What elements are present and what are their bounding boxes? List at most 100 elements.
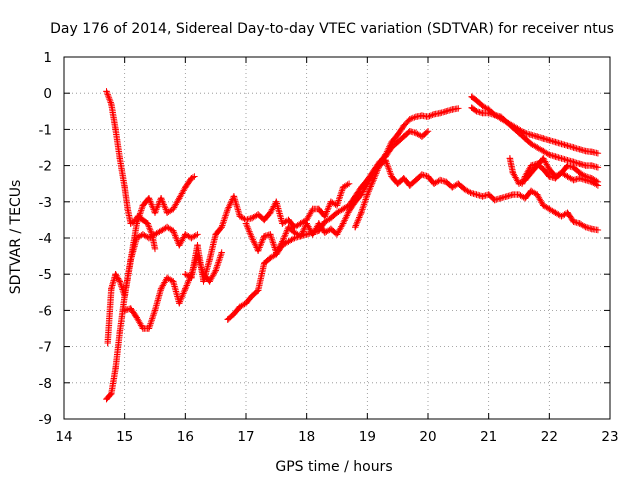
data-point [182, 184, 189, 191]
data-point [576, 220, 583, 227]
data-point [285, 238, 292, 245]
x-tick-label: 19 [359, 429, 376, 445]
data-point [564, 173, 571, 180]
data-point [112, 365, 119, 372]
data-point [503, 193, 511, 200]
data-point [406, 128, 413, 135]
data-point [588, 225, 595, 233]
data-point [485, 191, 492, 198]
data-point [424, 173, 432, 180]
data-point [594, 150, 602, 157]
data-point [534, 191, 541, 198]
data-point [309, 231, 316, 238]
data-point [521, 173, 529, 180]
series-arc-12 [518, 160, 602, 187]
data-point [248, 214, 256, 222]
data-point [116, 278, 123, 285]
data-point [564, 157, 571, 164]
data-point [151, 245, 159, 253]
data-point [358, 191, 365, 198]
data-point [588, 148, 595, 155]
data-point [170, 278, 177, 285]
data-point [570, 218, 577, 225]
data-point [218, 223, 225, 231]
data-point [576, 146, 583, 153]
data-point [588, 162, 595, 169]
x-tick-label: 17 [237, 429, 254, 445]
data-point [121, 292, 128, 300]
data-point [291, 223, 298, 231]
data-point [518, 180, 526, 187]
data-point [133, 314, 140, 321]
data-point [104, 339, 111, 347]
data-point [546, 173, 553, 180]
data-point [412, 176, 420, 184]
data-point [139, 325, 147, 332]
x-tick-label: 18 [298, 429, 315, 445]
data-point [285, 223, 292, 231]
x-tick-label: 23 [601, 429, 618, 445]
y-tick-label: -6 [39, 303, 52, 319]
data-point [461, 185, 468, 193]
data-point [157, 195, 165, 202]
data-point [206, 256, 213, 263]
data-point [400, 175, 407, 182]
x-axis-label: GPS time / hours [275, 459, 392, 475]
x-tick-label: 14 [55, 429, 72, 445]
data-point [509, 169, 517, 176]
data-point [236, 213, 244, 220]
data-point [418, 112, 426, 119]
y-tick-label: 1 [43, 50, 52, 66]
data-point [546, 151, 553, 158]
data-point [491, 111, 498, 119]
data-point [582, 173, 589, 180]
data-point [527, 131, 535, 138]
data-point [139, 231, 147, 238]
data-point [406, 116, 413, 123]
data-point [430, 111, 438, 118]
series-arc-8 [352, 157, 602, 234]
y-tick-label: -2 [39, 159, 52, 175]
data-point [588, 175, 595, 182]
data-point [170, 227, 177, 234]
data-point [163, 209, 171, 216]
data-point [424, 113, 432, 120]
data-point [242, 220, 250, 227]
data-point [352, 198, 359, 205]
data-point [124, 205, 131, 213]
y-axis-label: SDTVAR / TECUs [8, 180, 24, 295]
data-point [497, 195, 504, 202]
data-point [443, 108, 450, 115]
data-point [315, 220, 322, 227]
data-point [479, 102, 486, 110]
data-point [467, 189, 474, 196]
data-point [570, 144, 577, 151]
data-point [509, 191, 517, 198]
data-point [468, 93, 475, 100]
data-point [521, 195, 529, 202]
series-arc-1 [103, 88, 159, 253]
data-point [570, 158, 577, 166]
data-point [521, 135, 529, 142]
data-point [509, 124, 517, 131]
y-tick-label: -5 [39, 267, 52, 283]
data-point [582, 162, 589, 169]
data-point [194, 231, 201, 238]
data-point [558, 213, 565, 220]
data-point [242, 300, 250, 307]
data-point [170, 205, 177, 213]
data-point [358, 209, 365, 216]
data-point [540, 135, 547, 142]
data-point [157, 227, 165, 234]
data-point [479, 193, 486, 200]
data-point [182, 271, 189, 278]
data-point [116, 328, 123, 336]
data-point [468, 104, 475, 111]
data-point [339, 205, 347, 213]
data-point [546, 137, 553, 144]
data-point [112, 126, 119, 133]
data-point [345, 180, 353, 187]
data-point [315, 205, 322, 213]
data-point [321, 218, 329, 225]
data-point [112, 271, 119, 278]
